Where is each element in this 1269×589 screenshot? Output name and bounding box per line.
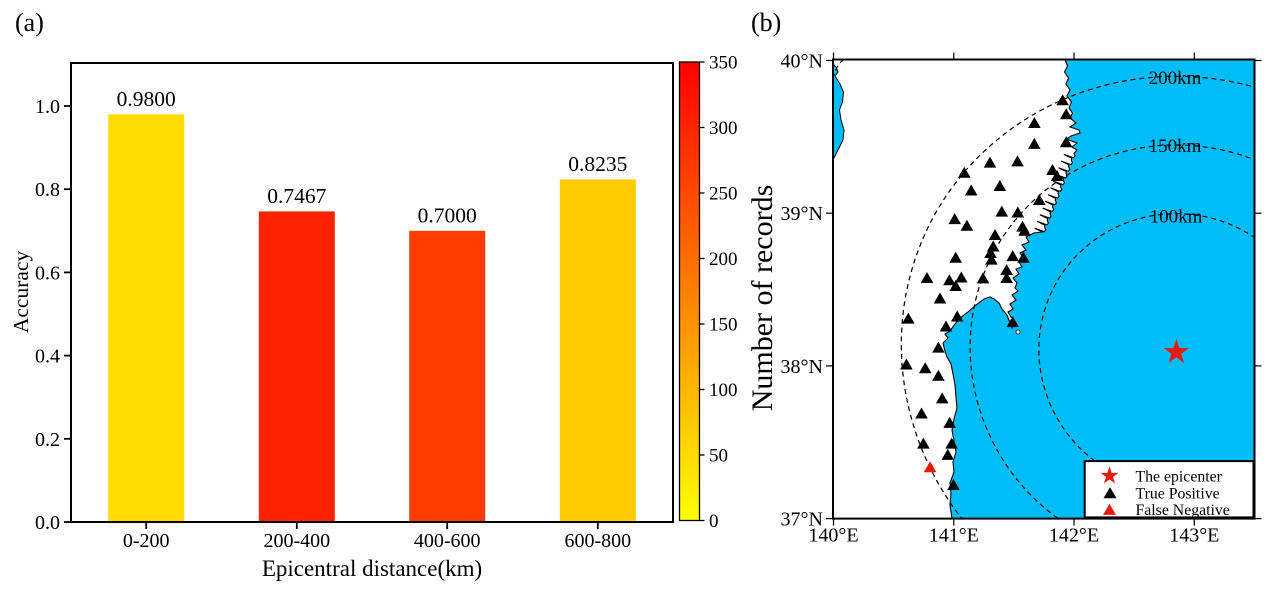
svg-text:142°E: 142°E <box>1049 525 1099 547</box>
svg-text:37°N: 37°N <box>781 509 823 531</box>
svg-text:143°E: 143°E <box>1169 525 1219 547</box>
svg-text:0.2: 0.2 <box>35 429 60 451</box>
svg-text:250: 250 <box>709 184 738 205</box>
svg-text:40°N: 40°N <box>781 51 823 73</box>
svg-text:350: 350 <box>709 53 738 74</box>
svg-text:38°N: 38°N <box>781 356 823 378</box>
svg-text:600-800: 600-800 <box>564 530 631 552</box>
svg-text:200-400: 200-400 <box>263 530 330 552</box>
svg-text:The epicenter: The epicenter <box>1136 469 1223 486</box>
svg-text:0.7467: 0.7467 <box>267 184 326 208</box>
svg-text:0-200: 0-200 <box>123 530 170 552</box>
svg-text:100: 100 <box>709 380 738 401</box>
svg-text:Epicentral distance(km): Epicentral distance(km) <box>262 556 482 581</box>
svg-text:0.9800: 0.9800 <box>117 87 176 111</box>
svg-text:0: 0 <box>709 511 719 532</box>
svg-text:(b): (b) <box>751 8 781 37</box>
svg-text:200km: 200km <box>1149 68 1202 89</box>
svg-text:140°E: 140°E <box>808 525 858 547</box>
svg-text:150km: 150km <box>1149 136 1202 157</box>
svg-text:0.6: 0.6 <box>35 262 60 284</box>
svg-text:150: 150 <box>709 315 738 336</box>
svg-text:39°N: 39°N <box>781 203 823 225</box>
svg-text:(a): (a) <box>15 8 44 37</box>
svg-text:True Positive: True Positive <box>1136 486 1220 503</box>
svg-text:0.0: 0.0 <box>35 512 60 534</box>
svg-text:0.8235: 0.8235 <box>568 152 627 176</box>
svg-text:141°E: 141°E <box>929 525 979 547</box>
svg-text:Accuracy: Accuracy <box>9 251 33 334</box>
svg-text:False Negative: False Negative <box>1136 502 1230 519</box>
svg-text:100km: 100km <box>1150 207 1203 228</box>
svg-text:1.0: 1.0 <box>35 96 60 118</box>
svg-text:0.4: 0.4 <box>35 346 60 368</box>
svg-text:200: 200 <box>709 249 738 270</box>
svg-text:50: 50 <box>709 446 728 467</box>
svg-text:400-600: 400-600 <box>414 530 481 552</box>
svg-text:0.7000: 0.7000 <box>418 203 477 227</box>
svg-text:300: 300 <box>709 118 738 139</box>
svg-text:0.8: 0.8 <box>35 179 60 201</box>
svg-text:Number of records: Number of records <box>746 185 779 412</box>
